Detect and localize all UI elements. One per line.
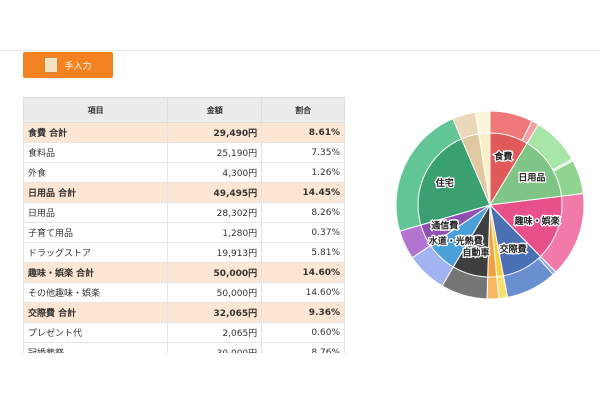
- pie-slice: [478, 132, 491, 206]
- pie-slice: [489, 142, 563, 206]
- cell: 14.45%: [261, 182, 345, 203]
- slice-label: 交際費: [500, 243, 527, 255]
- cell: 趣味・娯楽 合計: [23, 262, 169, 283]
- summary-table: 項目 金額 割合 食費 合計 29,490円 8.61% 食料品 25,190円 7.35% 外食…: [23, 97, 345, 353]
- slice-label: 食費: [493, 150, 512, 162]
- cell: 29,490円: [167, 122, 263, 143]
- column-header: 金額: [167, 97, 263, 123]
- table-container: 項目 金額 割合 食費 合計 29,490円 8.61% 食料品 25,190円 7.35% 外食…: [23, 97, 346, 353]
- cell: その他趣味・娯楽: [23, 282, 169, 303]
- row: ドラッグストア 19,913円 5.81%: [23, 242, 345, 263]
- row: 子育て用品 1,280円 0.37%: [23, 222, 345, 243]
- cell: 14.60%: [261, 282, 345, 303]
- column-header: 項目: [23, 97, 169, 123]
- cell: 食費 合計: [23, 122, 169, 143]
- subtotal-row: 交際費 合計 32,065円 9.36%: [23, 302, 345, 323]
- subtotal-row: 趣味・娯楽 合計 50,000円 14.60%: [23, 262, 345, 283]
- cell: 日用品: [23, 202, 169, 223]
- slice-label: 通信費: [431, 220, 458, 232]
- cell: 30,000円: [167, 342, 263, 353]
- pie-slice: [488, 195, 563, 258]
- cell: 冠婚葬祭: [23, 342, 169, 353]
- row: 食料品 25,190円 7.35%: [23, 142, 345, 163]
- slice-label: 日用品: [518, 172, 545, 183]
- subtotal-row: 食費 合計 29,490円 8.61%: [23, 122, 345, 143]
- cell: 子育て用品: [23, 222, 169, 243]
- row: プレゼント代 2,065円 0.60%: [23, 322, 345, 343]
- cell: 1,280円: [167, 222, 263, 243]
- cell: プレゼント代: [23, 322, 169, 343]
- cell: 4,300円: [167, 162, 263, 183]
- slice-label: 住宅: [436, 177, 454, 189]
- cell: 日用品 合計: [23, 182, 169, 203]
- button-label: 手入力: [64, 61, 92, 72]
- cell: 0.60%: [261, 322, 345, 343]
- cell: 8.26%: [261, 202, 345, 223]
- cell: 2,065円: [167, 322, 263, 343]
- cell: 49,495円: [167, 182, 263, 203]
- cell: 8.76%: [261, 342, 345, 353]
- cell: 50,000円: [167, 262, 263, 283]
- manual-input-button[interactable]: 手入力: [23, 52, 113, 78]
- icon: [44, 57, 59, 73]
- pie-slice: [417, 138, 491, 226]
- cell: 19,913円: [167, 242, 263, 263]
- cell: 14.60%: [261, 262, 345, 283]
- cell: 1.26%: [261, 162, 345, 183]
- row: 冠婚葬祭30,000円8.76%: [23, 342, 345, 353]
- slice-label: 水道・光熱費: [429, 235, 483, 247]
- divider: [0, 50, 600, 51]
- cell: 食料品: [23, 142, 169, 163]
- cell: 32,065円: [167, 302, 263, 323]
- cell: ドラッグストア: [23, 242, 169, 263]
- cell: 交際費 合計: [23, 302, 169, 323]
- cell: 外食: [23, 162, 169, 183]
- cell: 50,000円: [167, 282, 263, 303]
- header-row: 項目 金額 割合: [23, 97, 345, 123]
- cell: 7.35%: [261, 142, 345, 163]
- column-header: 割合: [261, 97, 345, 123]
- cell: 28,302円: [167, 202, 263, 223]
- cell: 0.37%: [261, 222, 345, 243]
- cell: 8.61%: [261, 122, 345, 143]
- cell: 5.81%: [261, 242, 345, 263]
- row: 日用品 28,302円 8.26%: [23, 202, 345, 223]
- cell: 9.36%: [261, 302, 345, 323]
- subtotal-row: 日用品 合計 49,495円 14.45%: [23, 182, 345, 203]
- slice-label: 趣味・娯楽: [514, 215, 561, 227]
- row: 外食 4,300円 1.26%: [23, 162, 345, 183]
- cell: 25,190円: [167, 142, 263, 163]
- slice-label: 自動車: [462, 246, 489, 258]
- row: その他趣味・娯楽 50,000円 14.60%: [23, 282, 345, 303]
